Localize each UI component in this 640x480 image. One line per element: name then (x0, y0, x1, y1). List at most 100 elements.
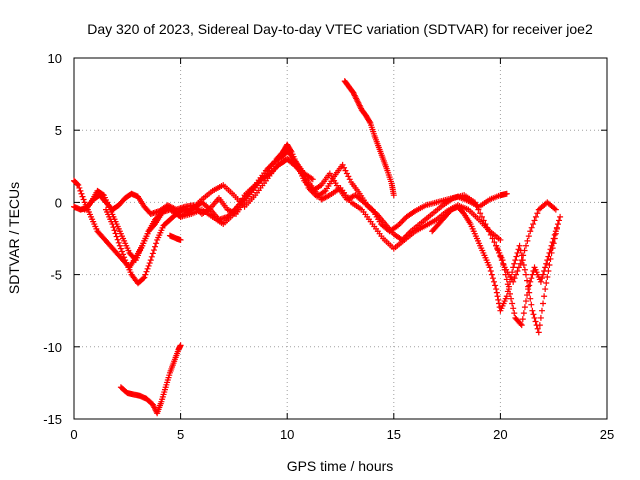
data-point (478, 213, 485, 220)
data-point (493, 289, 500, 296)
data-point (546, 261, 553, 268)
data-point (80, 196, 87, 203)
data-point (366, 118, 373, 125)
data-point (517, 260, 524, 267)
data-point (543, 280, 550, 287)
series-track-6 (493, 213, 564, 329)
data-point (524, 237, 531, 244)
data-point (399, 218, 406, 225)
data-point (519, 316, 526, 323)
data-point (110, 224, 117, 231)
data-point (516, 242, 523, 249)
data-point (526, 282, 533, 289)
data-point (397, 219, 404, 226)
data-point (542, 264, 549, 271)
data-point (504, 281, 511, 288)
data-point (511, 310, 518, 317)
data-point (546, 249, 553, 256)
data-point (118, 248, 125, 255)
data-point (75, 182, 82, 189)
data-point (121, 254, 128, 261)
data-point (495, 296, 502, 303)
data-point (145, 262, 152, 269)
data-point (113, 233, 120, 240)
data-point (549, 239, 556, 246)
data-point (540, 300, 547, 307)
data-point (76, 184, 83, 191)
data-point (524, 277, 531, 284)
x-tick-label: 20 (493, 427, 507, 442)
data-point (521, 266, 528, 273)
y-axis-title: SDTVAR / TECUs (6, 182, 22, 294)
data-point (117, 245, 124, 252)
data-point (551, 231, 558, 238)
data-point (511, 275, 518, 282)
data-point (345, 173, 352, 180)
data-point (78, 190, 85, 197)
data-point (342, 167, 349, 174)
y-tick-label: -10 (43, 340, 62, 355)
data-point (477, 210, 484, 217)
data-point (543, 260, 550, 267)
data-point (552, 206, 559, 213)
data-point (509, 300, 516, 307)
data-point (491, 278, 498, 285)
data-point (528, 275, 535, 282)
data-point (148, 253, 155, 260)
data-point (502, 271, 509, 278)
data-point (531, 314, 538, 321)
data-point (513, 271, 520, 278)
data-point (514, 249, 521, 256)
data-point (520, 261, 527, 268)
data-point (537, 278, 544, 285)
x-tick-label: 0 (70, 427, 77, 442)
y-tick-label: -5 (50, 268, 62, 283)
data-point (534, 210, 541, 217)
data-point (520, 310, 527, 317)
x-tick-label: 15 (387, 427, 401, 442)
series-track-2 (71, 147, 559, 285)
data-point (550, 235, 557, 242)
data-point (150, 247, 157, 254)
data-point (493, 286, 500, 293)
series-track-8 (117, 342, 184, 417)
data-point (512, 257, 519, 264)
data-point (499, 257, 506, 264)
data-point (112, 230, 119, 237)
data-point (527, 278, 534, 285)
series-track-9 (166, 232, 184, 243)
data-point (488, 271, 495, 278)
data-point (517, 320, 524, 327)
data-point (343, 170, 350, 177)
data-point (553, 224, 560, 231)
data-point (144, 265, 151, 272)
data-point (538, 307, 545, 314)
data-point (141, 274, 148, 281)
data-point (505, 286, 512, 293)
data-point (152, 243, 159, 250)
data-point (116, 242, 123, 249)
data-point (552, 228, 559, 235)
data-point (74, 181, 81, 188)
data-point (480, 217, 487, 224)
x-tick-label: 25 (600, 427, 614, 442)
data-point (79, 193, 86, 200)
data-point (554, 221, 561, 228)
data-point (503, 190, 510, 197)
data-point (524, 292, 531, 299)
data-point (513, 253, 520, 260)
data-point (494, 293, 501, 300)
data-point (309, 176, 316, 183)
data-point (147, 257, 154, 264)
data-point (511, 260, 518, 267)
data-point (486, 264, 493, 271)
data-series (71, 78, 564, 417)
data-point (557, 213, 564, 220)
data-point (489, 275, 496, 282)
chart-title: Day 320 of 2023, Sidereal Day-to-day VTE… (87, 21, 593, 37)
data-point (346, 176, 353, 183)
data-point (532, 213, 539, 220)
data-point (541, 293, 548, 300)
data-point (540, 271, 547, 278)
